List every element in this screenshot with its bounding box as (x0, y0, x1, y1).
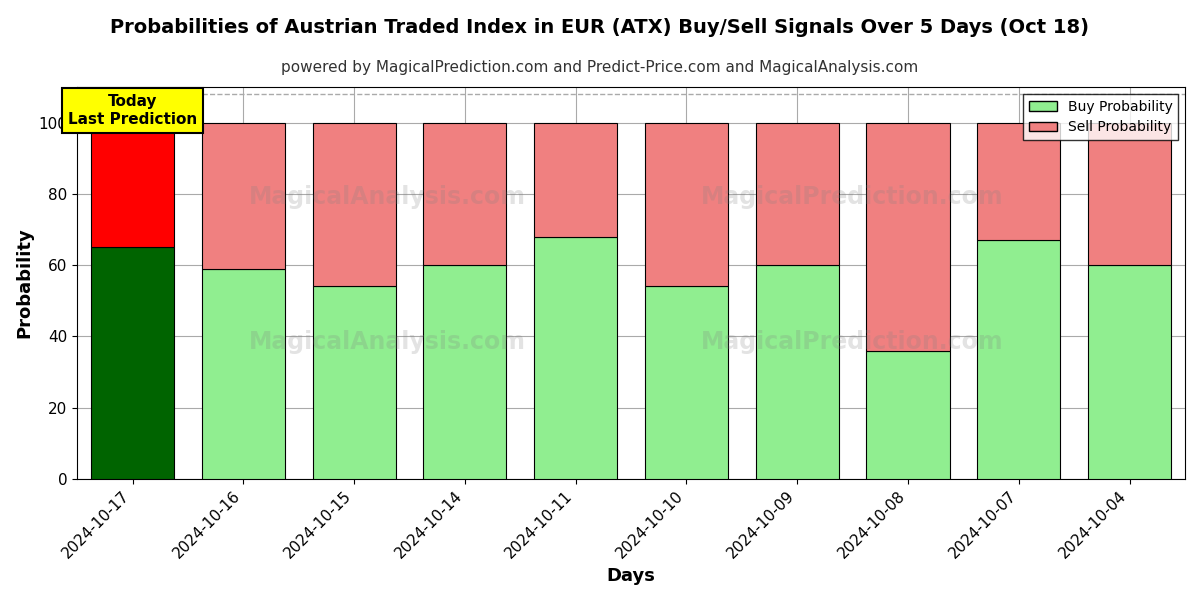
Bar (202, 122, 284, 269)
Text: Probabilities of Austrian Traded Index in EUR (ATX) Buy/Sell Signals Over 5 Days: Probabilities of Austrian Traded Index i… (110, 18, 1090, 37)
Bar (91, 247, 174, 479)
Bar (866, 350, 949, 479)
Bar (202, 269, 284, 479)
Text: MagicalPrediction.com: MagicalPrediction.com (701, 329, 1004, 353)
Bar (977, 240, 1061, 479)
Text: MagicalAnalysis.com: MagicalAnalysis.com (248, 185, 526, 209)
Legend: Buy Probability, Sell Probability: Buy Probability, Sell Probability (1024, 94, 1178, 140)
Bar (534, 122, 617, 236)
Text: MagicalPrediction.com: MagicalPrediction.com (701, 185, 1004, 209)
Y-axis label: Probability: Probability (14, 227, 32, 338)
Bar (534, 236, 617, 479)
Bar (756, 122, 839, 265)
Bar (756, 265, 839, 479)
Bar (866, 122, 949, 350)
Text: Today
Last Prediction: Today Last Prediction (68, 94, 197, 127)
Text: powered by MagicalPrediction.com and Predict-Price.com and MagicalAnalysis.com: powered by MagicalPrediction.com and Pre… (281, 60, 919, 75)
Bar (312, 122, 396, 286)
Bar (644, 122, 728, 286)
Bar (1088, 122, 1171, 265)
Bar (424, 265, 506, 479)
Bar (977, 122, 1061, 240)
Text: MagicalAnalysis.com: MagicalAnalysis.com (248, 329, 526, 353)
Bar (1088, 265, 1171, 479)
Bar (644, 286, 728, 479)
Bar (91, 122, 174, 247)
Bar (424, 122, 506, 265)
X-axis label: Days: Days (607, 567, 655, 585)
Bar (312, 286, 396, 479)
